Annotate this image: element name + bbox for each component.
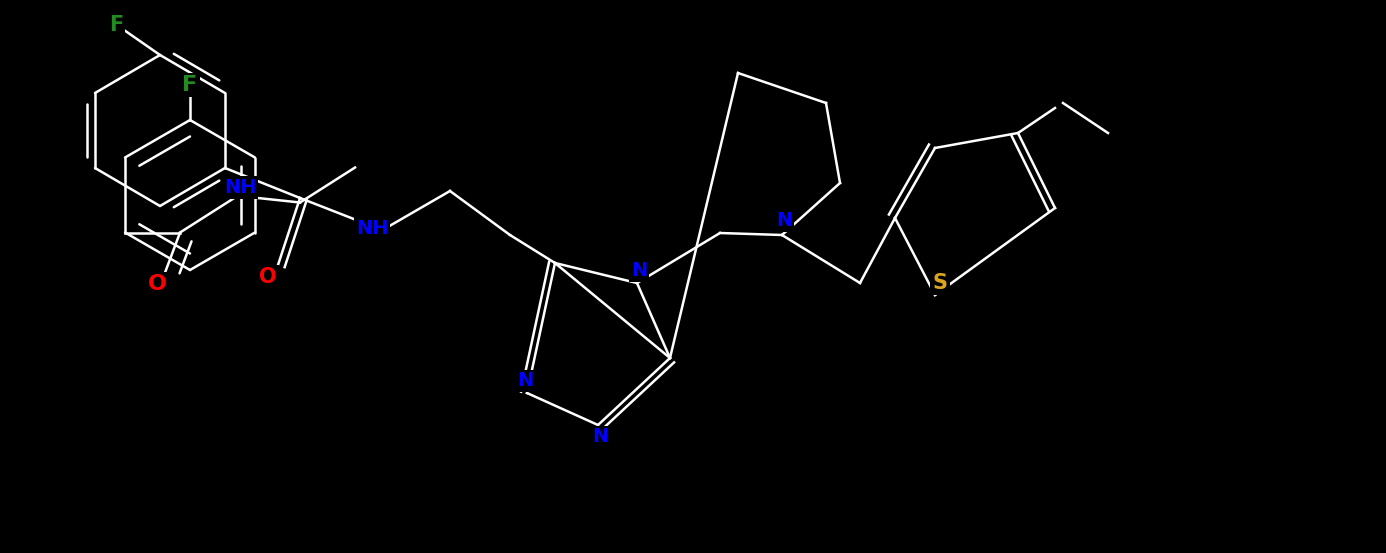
- Text: S: S: [933, 273, 948, 293]
- Text: N: N: [631, 262, 647, 280]
- Text: NH: NH: [356, 218, 388, 237]
- Text: N: N: [776, 211, 793, 231]
- Text: N: N: [592, 427, 608, 446]
- Text: F: F: [183, 75, 198, 95]
- Text: NH: NH: [223, 178, 256, 197]
- Text: O: O: [147, 274, 166, 295]
- Text: O: O: [259, 267, 277, 287]
- Text: N: N: [517, 372, 534, 390]
- Text: F: F: [109, 15, 123, 35]
